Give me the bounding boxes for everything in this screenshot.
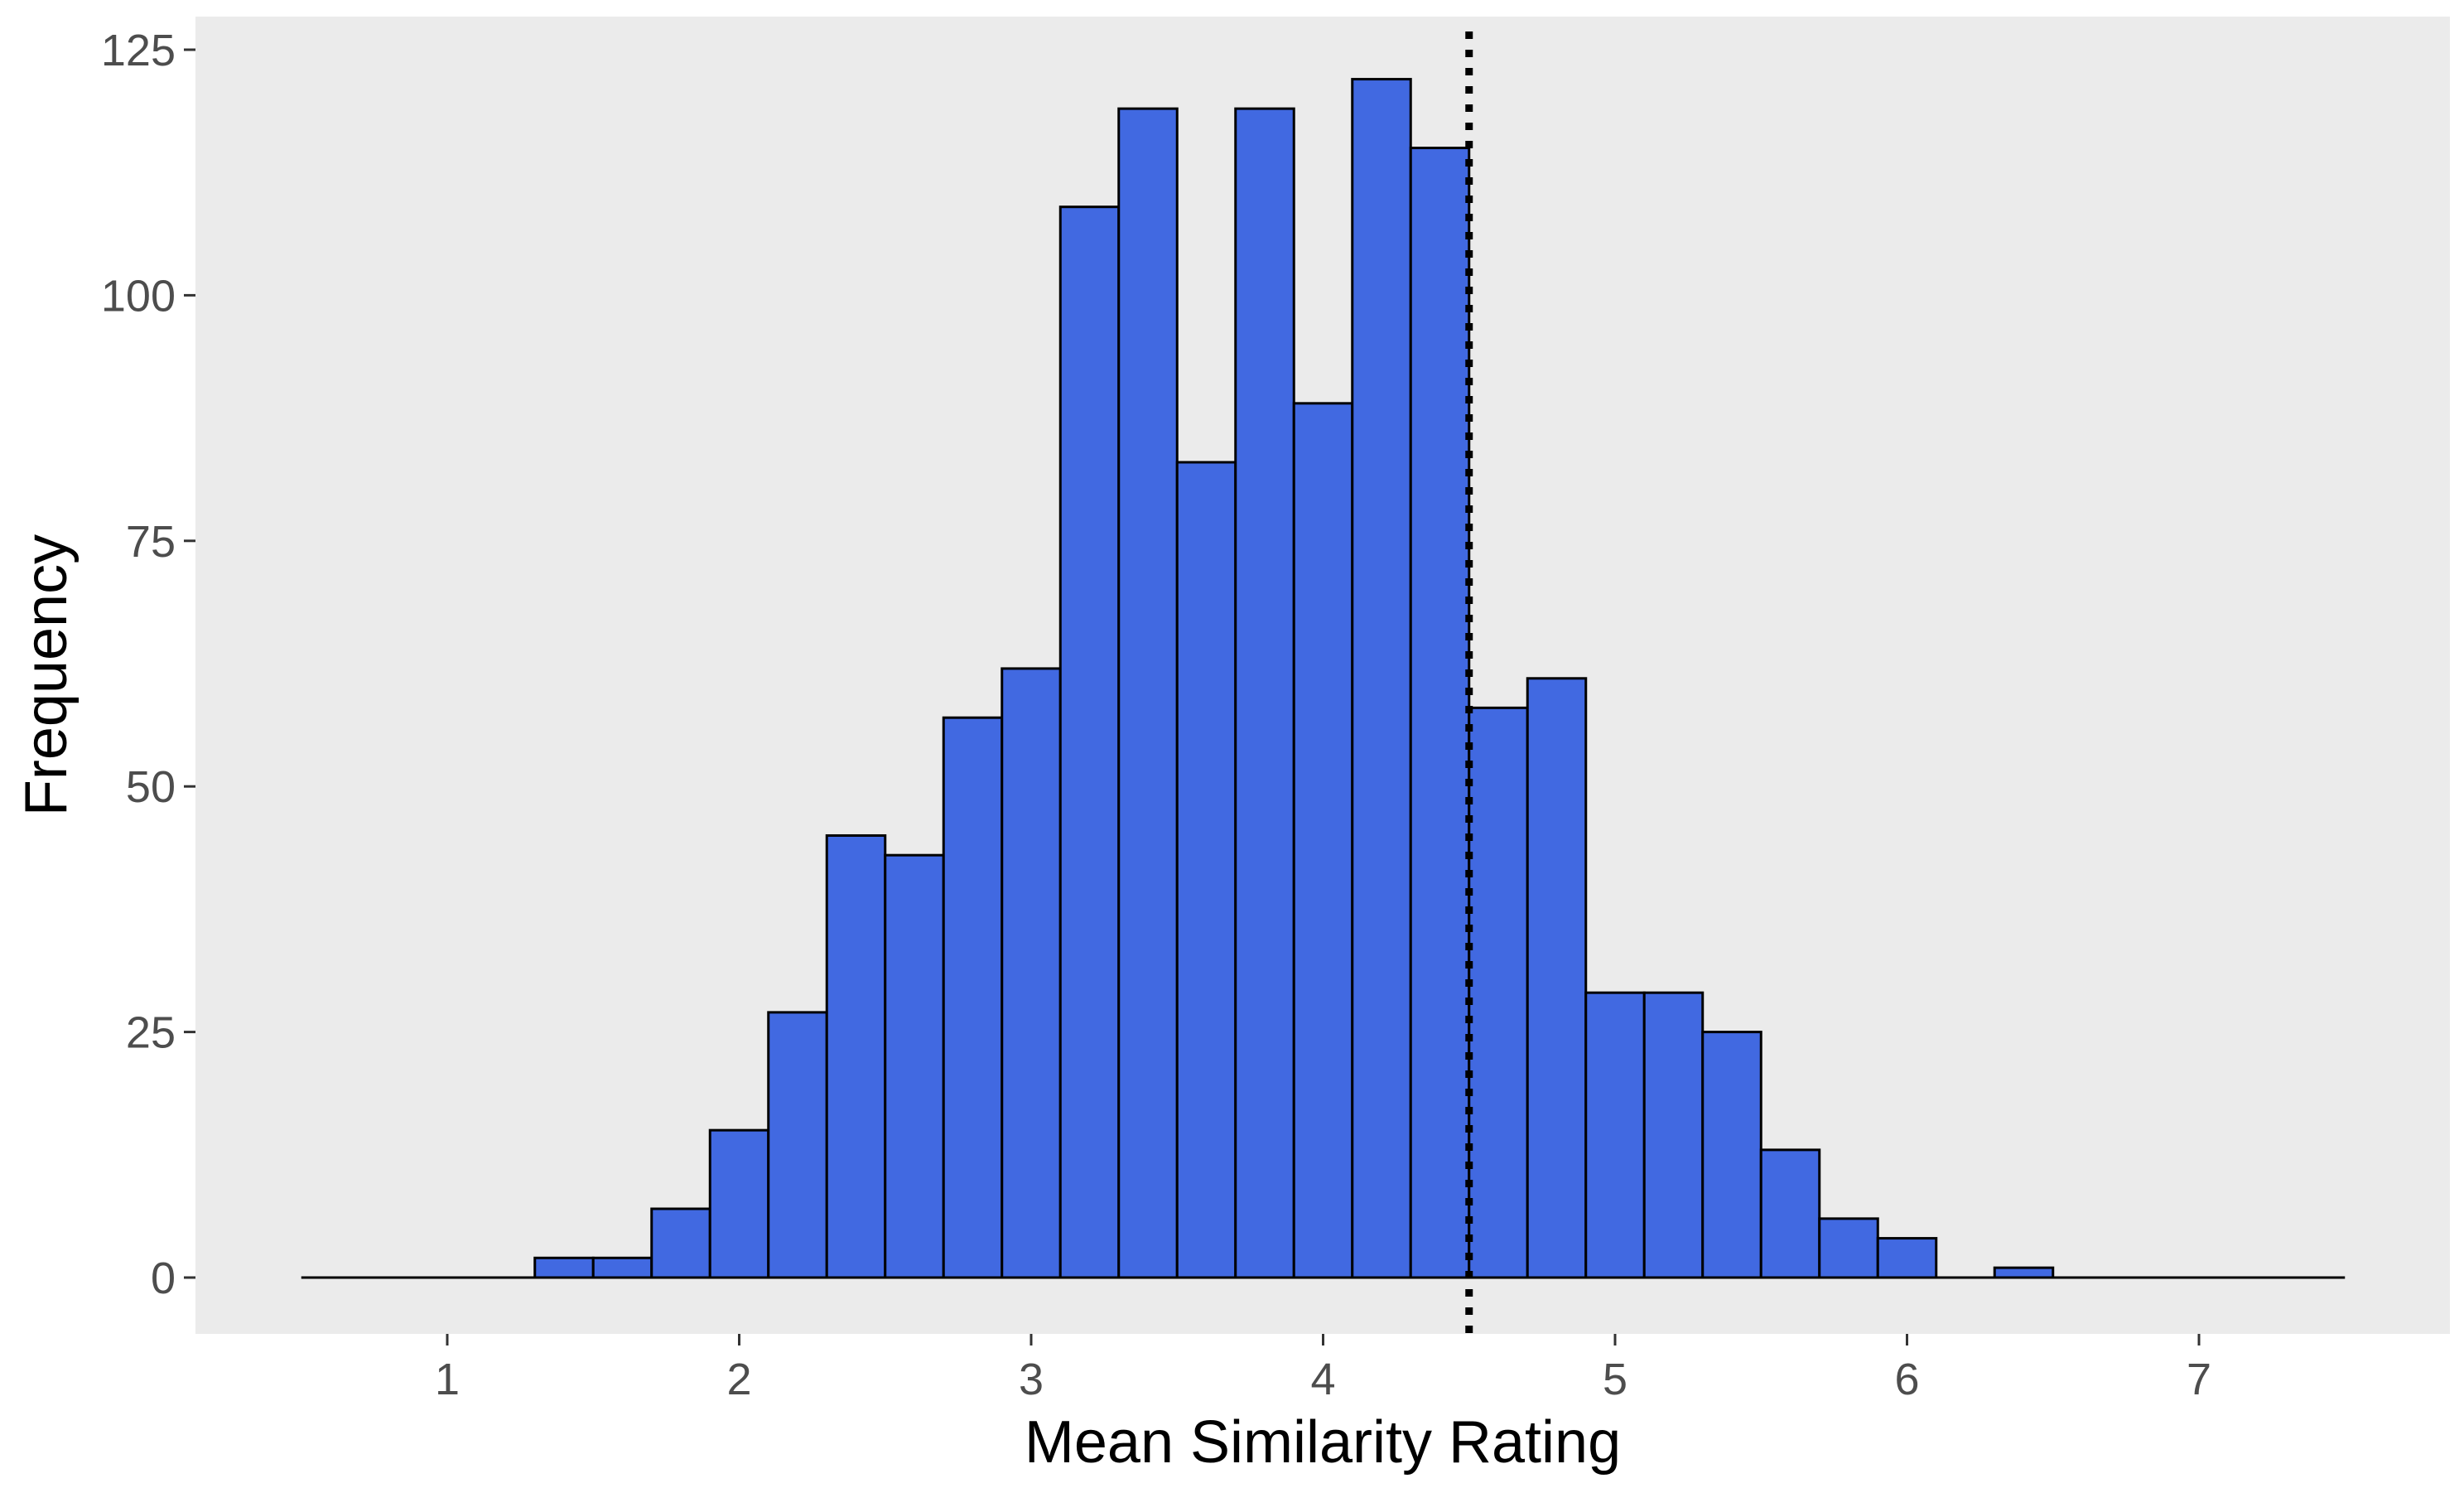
histogram-bar	[1584, 991, 1646, 1279]
y-axis: 0 25 50 75 100 125	[101, 26, 195, 1303]
x-tick-label: 7	[2187, 1355, 2211, 1404]
histogram-bar	[1351, 78, 1412, 1279]
histogram-bar	[825, 833, 887, 1279]
y-tick-label: 125	[101, 26, 176, 75]
x-tick-label: 1	[435, 1355, 460, 1404]
y-tick-label: 0	[151, 1254, 176, 1303]
histogram-bar	[1117, 107, 1179, 1279]
histogram-bars	[301, 78, 2346, 1279]
histogram-bar	[1468, 706, 1529, 1279]
histogram-bar	[1058, 205, 1121, 1279]
x-tick-label: 4	[1310, 1355, 1335, 1404]
histogram-bar	[942, 716, 1004, 1279]
x-tick-label: 3	[1019, 1355, 1044, 1404]
histogram-bar	[591, 1256, 653, 1279]
histogram-bar	[1292, 402, 1354, 1279]
histogram-bar	[1234, 107, 1295, 1279]
histogram-bar	[533, 1256, 595, 1279]
histogram-bar	[708, 1128, 770, 1279]
histogram-bar	[1001, 667, 1062, 1279]
x-axis: 1 2 3 4 5 6 7	[435, 1334, 2211, 1404]
histogram-bar	[1409, 147, 1471, 1279]
y-axis-title: Frequency	[13, 534, 80, 816]
histogram-bar	[767, 1011, 828, 1279]
histogram-bar	[884, 853, 945, 1279]
x-tick-label: 6	[1894, 1355, 1919, 1404]
histogram-bar	[1759, 1148, 1821, 1279]
histogram-bar	[1642, 991, 1705, 1279]
histogram-bar	[1818, 1217, 1879, 1279]
x-tick-label: 5	[1603, 1355, 1627, 1404]
histogram-bar	[1876, 1237, 1938, 1279]
y-tick-label: 50	[126, 762, 176, 812]
y-tick-label: 25	[126, 1008, 176, 1058]
histogram-bar	[1526, 677, 1588, 1279]
y-tick-label: 75	[126, 517, 176, 567]
y-tick-label: 100	[101, 271, 176, 321]
histogram-bar	[1701, 1031, 1762, 1279]
histogram-bar	[1993, 1266, 2055, 1279]
x-tick-label: 2	[726, 1355, 751, 1404]
x-axis-title: Mean Similarity Rating	[1025, 1409, 1621, 1476]
histogram-bar	[1175, 461, 1237, 1279]
histogram-bar	[650, 1207, 711, 1279]
